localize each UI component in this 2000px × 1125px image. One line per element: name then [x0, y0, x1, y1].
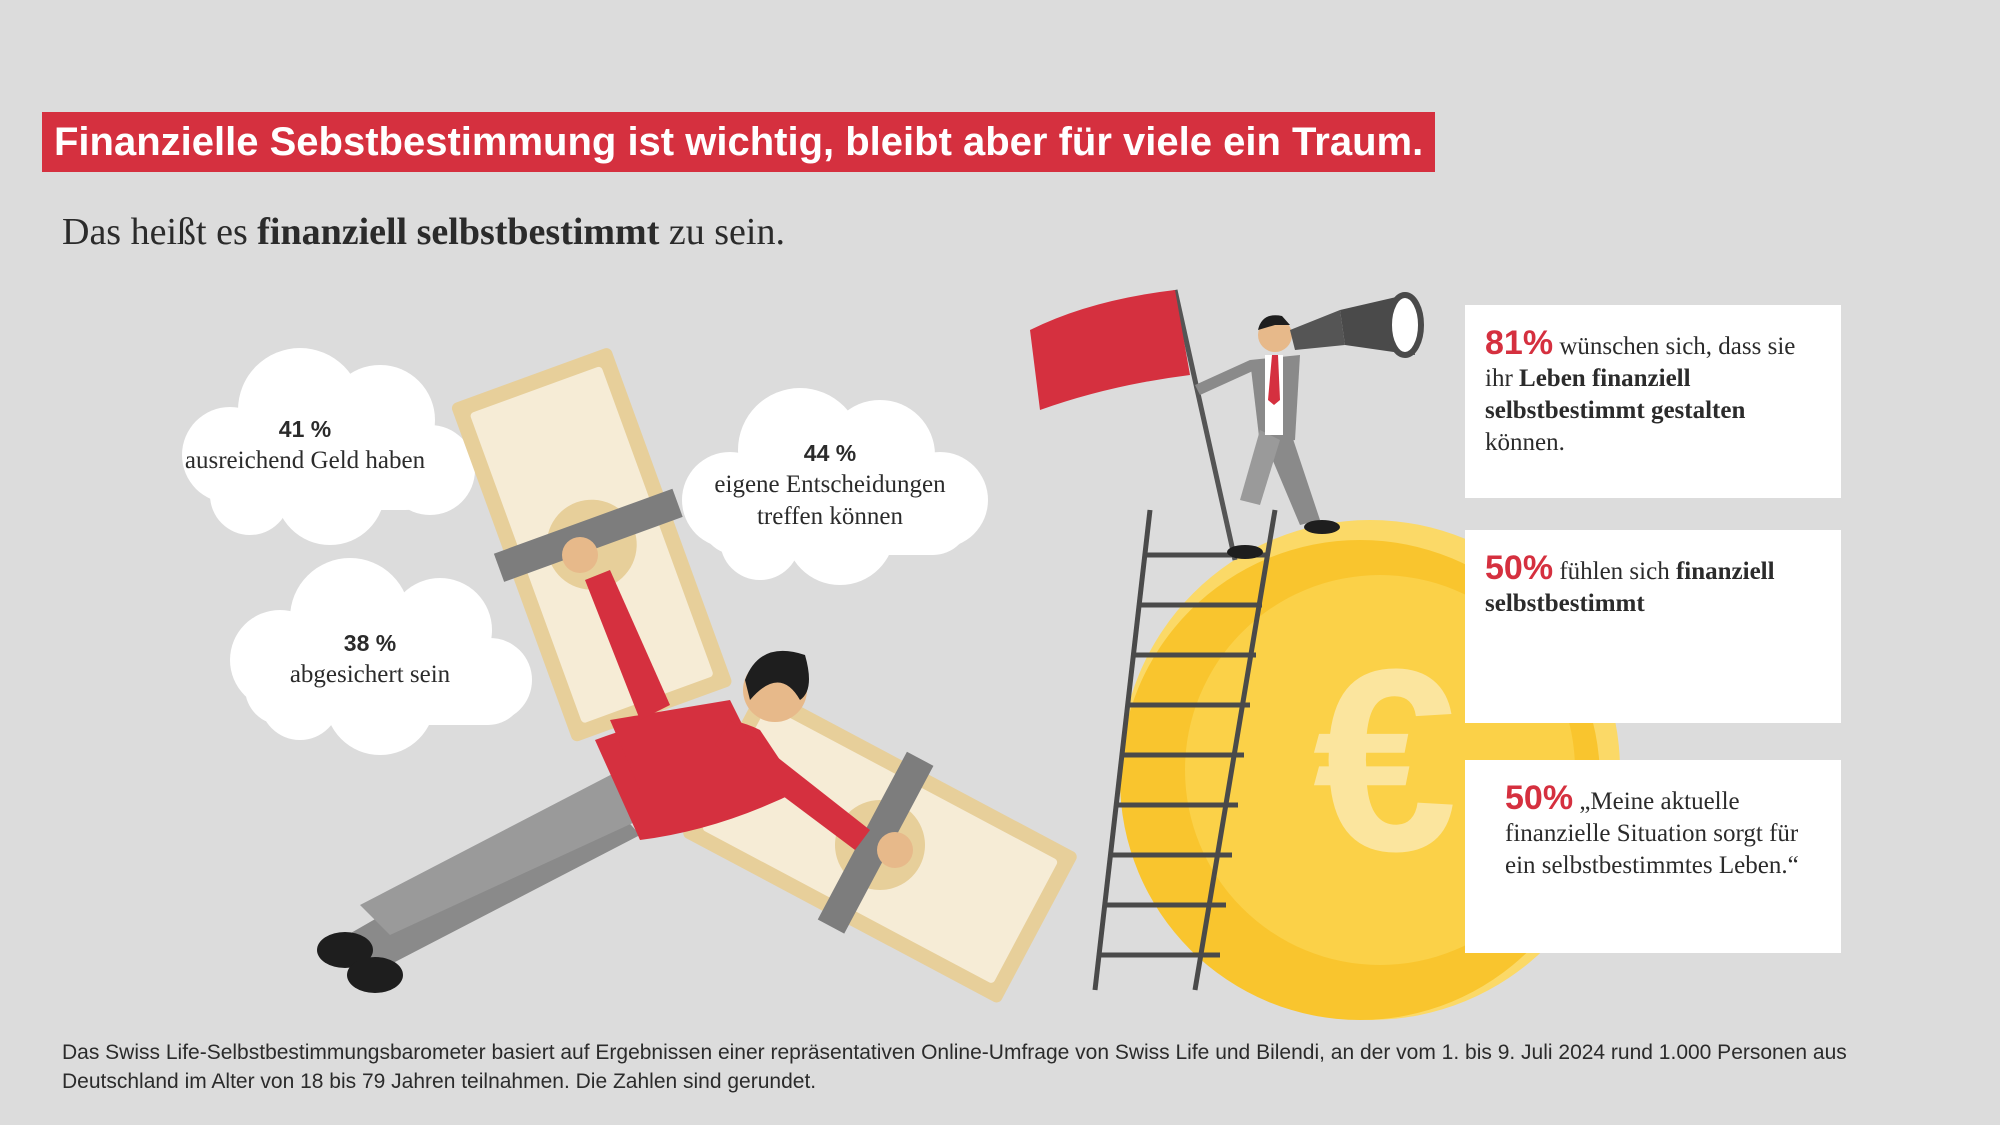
businessman-illustration	[1195, 315, 1340, 559]
telescope-icon	[1290, 292, 1424, 358]
stat-text: wünschen sich, dass sie ihr	[1485, 333, 1796, 392]
cloud-label-2: treffen können	[756, 503, 903, 530]
subtitle: Das heißt es finanziell selbstbestimmt z…	[62, 210, 785, 254]
subtitle-bold: finanziell selbstbestimmt	[257, 211, 660, 253]
cloud-text-44: 44 % eigene Entscheidungen treffen könne…	[680, 437, 980, 533]
subtitle-prefix: Das heißt es	[62, 211, 248, 253]
stat-bold: finanziell selbstbestimmt	[1485, 558, 1775, 617]
cloud-label: ausreichend Geld haben	[184, 447, 426, 474]
cloud-text-38: 38 % abgesichert sein	[230, 627, 510, 691]
svg-text:€: €	[1313, 616, 1458, 906]
stat-text: fühlen sich	[1559, 558, 1670, 585]
stat-card-50a: 50% fühlen sich finanziell selbstbestimm…	[1465, 530, 1841, 723]
cloud-icon	[682, 388, 988, 585]
stat-text-end: können.	[1485, 429, 1565, 456]
cloud-icon	[182, 348, 475, 545]
cloud-percent: 44 %	[803, 440, 857, 466]
stat-text: „Meine aktuelle finanzielle Situation so…	[1505, 788, 1799, 879]
cloud-percent: 41 %	[278, 416, 332, 442]
cloud-percent: 38 %	[343, 630, 397, 656]
stat-percent: 50%	[1485, 549, 1554, 587]
page-title: Finanzielle Sebstbestimmung ist wichtig,…	[42, 112, 1436, 172]
subtitle-suffix: zu sein.	[668, 211, 785, 253]
flying-man-illustration	[317, 537, 913, 993]
cloud-label: abgesichert sein	[289, 661, 451, 688]
cloud-label: eigene Entscheidungen	[714, 471, 946, 498]
cloud-icon	[230, 558, 532, 755]
stat-percent: 81%	[1485, 324, 1554, 362]
footnote: Das Swiss Life-Selbstbestimmungsbaromete…	[62, 1041, 1847, 1093]
stat-percent: 50%	[1505, 779, 1574, 817]
stat-bold: Leben finanziell selbstbestimmt gestalte…	[1485, 365, 1746, 424]
flag-icon	[1030, 289, 1238, 561]
cloud-text-41: 41 % ausreichend Geld haben	[150, 413, 460, 477]
stat-card-50b: 50% „Meine aktuelle finanzielle Situatio…	[1465, 760, 1841, 953]
stat-card-81: 81% wünschen sich, dass sie ihr Leben fi…	[1465, 305, 1841, 498]
